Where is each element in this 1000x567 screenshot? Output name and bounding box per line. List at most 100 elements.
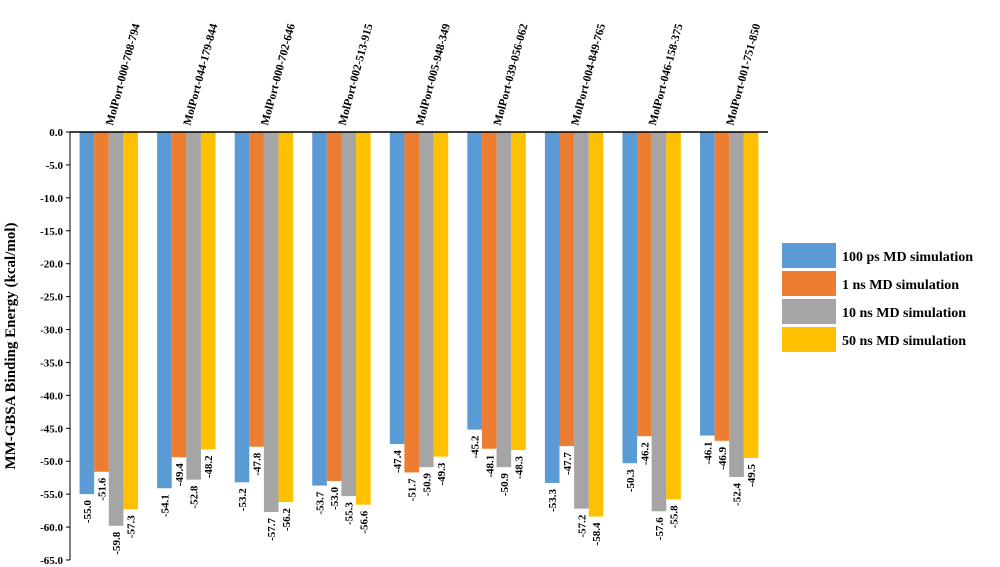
bar bbox=[544, 132, 560, 483]
data-label: -49.5 bbox=[744, 461, 759, 492]
legend-entry: 50 ns MD simulation bbox=[842, 334, 966, 349]
category-label: MolPort-004-849-765 bbox=[569, 22, 608, 127]
y-tick-label: -40.0 bbox=[40, 390, 63, 402]
data-label: -55.3 bbox=[341, 500, 356, 531]
legend-swatch bbox=[782, 327, 836, 352]
data-label-background bbox=[511, 454, 526, 485]
bar bbox=[496, 132, 512, 468]
data-label-text: -48.3 bbox=[513, 456, 525, 479]
data-label-text: -56.2 bbox=[281, 508, 293, 531]
y-tick-label: -10.0 bbox=[40, 193, 63, 205]
data-label-text: -49.3 bbox=[436, 462, 448, 485]
data-label-background bbox=[482, 452, 497, 483]
bar bbox=[278, 132, 294, 503]
data-label-text: -48.1 bbox=[484, 455, 496, 478]
bar bbox=[123, 132, 138, 510]
bar bbox=[433, 132, 449, 457]
data-label-background bbox=[234, 486, 249, 517]
data-label: -58.4 bbox=[589, 520, 604, 551]
data-label: -45.2 bbox=[467, 433, 482, 464]
y-axis-label: MM-GBSA Binding Energy (kcal/mol) bbox=[3, 222, 19, 469]
data-label-text: -54.1 bbox=[159, 494, 171, 517]
bar bbox=[419, 132, 434, 468]
bar bbox=[651, 132, 667, 512]
data-label-text: -49.5 bbox=[746, 463, 758, 486]
bar bbox=[622, 132, 638, 464]
category-label: MolPort-005-948-349 bbox=[414, 22, 453, 127]
bar bbox=[481, 132, 497, 449]
category-label: MolPort-000-708-794 bbox=[104, 22, 143, 127]
plot-area: 0.0 -5.0 -10.0 -15.0 -20.0 -25.0 -30.0 -35.0 -40… bbox=[40, 22, 768, 567]
bar bbox=[666, 132, 681, 500]
data-label-background bbox=[467, 433, 482, 464]
data-label-background bbox=[419, 471, 434, 502]
y-tick-label: -45.0 bbox=[40, 423, 63, 435]
bar bbox=[312, 132, 327, 486]
data-label: -54.1 bbox=[157, 492, 172, 523]
data-label-background bbox=[574, 512, 589, 543]
data-label: -57.3 bbox=[123, 513, 138, 544]
data-label: -47.4 bbox=[390, 448, 405, 479]
data-label-text: -53.3 bbox=[547, 488, 559, 511]
data-label-text: -53.0 bbox=[329, 486, 341, 509]
data-label-text: -45.2 bbox=[470, 435, 482, 458]
data-label: -50.9 bbox=[419, 471, 434, 502]
data-label-text: -57.3 bbox=[126, 515, 138, 538]
data-label: -49.3 bbox=[433, 460, 448, 491]
legend-entry: 10 ns MD simulation bbox=[842, 306, 966, 321]
data-label-background bbox=[651, 515, 666, 546]
data-label-text: -49.4 bbox=[174, 463, 186, 486]
data-label: -53.0 bbox=[327, 484, 342, 515]
data-label: -47.8 bbox=[249, 450, 264, 481]
data-label-background bbox=[341, 500, 356, 531]
legend-swatch bbox=[782, 299, 836, 324]
data-label-background bbox=[666, 503, 681, 534]
data-label-background bbox=[264, 515, 279, 546]
bar bbox=[389, 132, 405, 445]
y-tick-label: -25.0 bbox=[40, 292, 63, 304]
data-label-background bbox=[390, 448, 405, 479]
bar bbox=[249, 132, 264, 447]
y-tick-label: -20.0 bbox=[40, 259, 63, 271]
data-label: -57.7 bbox=[264, 515, 279, 546]
data-label-background bbox=[123, 513, 138, 544]
category-label: MolPort-046-158-375 bbox=[647, 22, 686, 127]
data-label-text: -47.8 bbox=[252, 452, 264, 475]
data-label: -46.9 bbox=[714, 444, 729, 475]
data-label-text: -58.4 bbox=[591, 522, 603, 545]
data-label: -50.3 bbox=[622, 467, 637, 498]
bar bbox=[559, 132, 575, 447]
bar bbox=[94, 132, 109, 472]
data-label: -55.0 bbox=[79, 498, 94, 529]
data-label-background bbox=[622, 467, 637, 498]
bar bbox=[574, 132, 589, 509]
data-label: -57.6 bbox=[651, 515, 666, 546]
bar bbox=[200, 132, 216, 450]
data-label: -48.2 bbox=[201, 453, 216, 484]
data-label-background bbox=[278, 506, 293, 537]
data-label: -52.8 bbox=[186, 483, 201, 514]
data-label-text: -55.0 bbox=[82, 500, 94, 523]
data-label-text: -51.6 bbox=[96, 477, 108, 500]
bar bbox=[326, 132, 342, 481]
data-label-background bbox=[729, 481, 744, 512]
bar bbox=[234, 132, 250, 483]
bar bbox=[341, 132, 357, 497]
data-label: -48.3 bbox=[511, 454, 526, 485]
data-label-text: -53.2 bbox=[237, 488, 249, 511]
data-label-background bbox=[249, 450, 264, 481]
bar bbox=[588, 132, 604, 517]
bar bbox=[511, 132, 526, 451]
data-label-text: -57.2 bbox=[576, 514, 588, 537]
data-label-background bbox=[496, 471, 511, 502]
data-label: -56.6 bbox=[356, 508, 371, 539]
bar bbox=[700, 132, 715, 436]
bar bbox=[714, 132, 730, 441]
data-label: -53.2 bbox=[234, 486, 249, 517]
data-label-text: -59.8 bbox=[111, 531, 123, 554]
data-label-background bbox=[433, 460, 448, 491]
data-label-background bbox=[545, 486, 560, 517]
data-label-text: -50.3 bbox=[625, 469, 637, 492]
data-label-background bbox=[404, 476, 419, 507]
